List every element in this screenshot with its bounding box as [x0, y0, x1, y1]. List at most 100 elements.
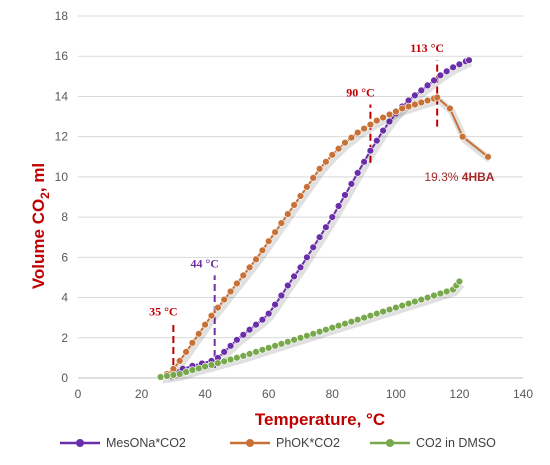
- point-dmso: [328, 324, 336, 332]
- point-dmso: [156, 373, 165, 381]
- point-mesona: [423, 81, 432, 90]
- x-tick-label: 140: [513, 387, 533, 401]
- point-dmso: [239, 352, 248, 360]
- annotation-label-a113: 113 °C: [410, 41, 444, 55]
- point-dmso: [169, 371, 178, 379]
- point-phok: [265, 237, 273, 245]
- point-dmso: [252, 348, 260, 356]
- point-dmso: [398, 301, 406, 310]
- point-dmso: [392, 303, 400, 312]
- x-axis-label: Temperature, °C: [255, 410, 385, 429]
- point-mesona: [252, 321, 260, 329]
- point-phok: [334, 145, 343, 153]
- point-mesona: [436, 71, 445, 80]
- point-phok: [303, 183, 311, 191]
- point-phok: [423, 96, 432, 105]
- point-phok: [385, 110, 394, 119]
- annotation-label-a35: 35 °C: [149, 305, 177, 319]
- point-dmso: [366, 312, 375, 320]
- y-tick-label: 16: [55, 49, 69, 63]
- point-dmso: [277, 340, 286, 348]
- legend-item-phok[interactable]: PhOK*CO2: [230, 436, 340, 450]
- point-phok: [220, 295, 228, 304]
- point-phok: [201, 321, 209, 329]
- point-mesona: [430, 76, 438, 85]
- point-phok: [239, 271, 248, 280]
- point-dmso: [271, 342, 279, 350]
- point-mesona: [360, 158, 368, 166]
- point-mesona: [334, 202, 343, 210]
- point-dmso: [341, 320, 349, 328]
- point-phok: [347, 134, 356, 142]
- point-dmso: [258, 346, 267, 354]
- point-phok: [195, 330, 203, 338]
- point-dmso: [226, 355, 235, 364]
- point-phok: [322, 158, 330, 166]
- y-tick-labels: 0 2 4 6 8 10 12 14 16 18: [55, 9, 69, 385]
- y-tick-label: 12: [55, 130, 69, 144]
- y-tick-label: 18: [55, 9, 69, 23]
- y-tick-label: 2: [61, 331, 68, 345]
- point-dmso: [245, 350, 254, 358]
- point-mesona: [443, 67, 451, 76]
- point-mesona: [341, 191, 349, 199]
- point-phok: [341, 139, 349, 147]
- point-phok: [417, 98, 425, 107]
- point-phok: [233, 279, 241, 288]
- point-dmso: [443, 287, 451, 296]
- legend-item-mesona[interactable]: MesONa*CO2: [60, 436, 186, 450]
- point-dmso: [354, 316, 362, 324]
- point-mesona: [366, 147, 375, 155]
- point-dmso: [176, 370, 184, 378]
- point-phok: [169, 365, 178, 373]
- point-phok: [354, 128, 362, 137]
- legend-label-phok: PhOK*CO2: [276, 436, 340, 450]
- point-dmso: [296, 334, 305, 342]
- legend-label-dmso: CO2 in DMSO: [416, 436, 496, 450]
- point-phok: [214, 303, 222, 312]
- point-dmso: [315, 328, 324, 336]
- point-phok: [207, 312, 216, 320]
- point-phok: [398, 104, 406, 113]
- point-phok: [284, 210, 292, 218]
- x-tick-label: 0: [75, 387, 82, 401]
- point-phok: [245, 263, 254, 272]
- point-phok: [277, 219, 286, 227]
- point-phok: [182, 348, 190, 356]
- point-phok: [404, 102, 413, 111]
- point-dmso: [322, 326, 330, 334]
- x-tick-label: 40: [198, 387, 212, 401]
- legend-marker-phok: [246, 439, 254, 447]
- point-phok: [328, 151, 336, 159]
- annotation-label-a44: 44 °C: [190, 256, 218, 270]
- point-dmso: [303, 332, 311, 340]
- point-mesona: [296, 263, 305, 272]
- point-dmso: [220, 357, 228, 365]
- point-dmso: [430, 291, 438, 300]
- annotation-label-a90: 90 °C: [346, 85, 374, 99]
- point-dmso: [385, 305, 394, 314]
- point-mesona: [354, 169, 362, 177]
- legend-item-dmso[interactable]: CO2 in DMSO: [370, 436, 496, 450]
- point-mesona: [271, 300, 279, 309]
- x-tick-label: 120: [449, 387, 469, 401]
- legend[interactable]: MesONa*CO2 PhOK*CO2 CO2 in DMSO: [60, 436, 496, 450]
- point-mesona: [277, 291, 286, 300]
- point-phok: [271, 228, 279, 236]
- point-mesona: [455, 60, 464, 69]
- point-dmso: [201, 362, 209, 371]
- y-axis-label: Volume CO2, ml: [29, 163, 52, 289]
- y-tick-label: 6: [61, 250, 68, 264]
- point-dmso: [163, 372, 171, 380]
- point-mesona: [284, 281, 292, 290]
- point-phok: [366, 120, 375, 129]
- temperature-annotations: 35 °C 44 °C 90 °C 113 °C: [149, 41, 444, 376]
- point-dmso: [360, 314, 368, 322]
- hba-annotation: 19.3% 4HBA: [424, 170, 494, 184]
- y-tick-label: 0: [61, 371, 68, 385]
- point-dmso: [373, 309, 381, 318]
- point-phok: [226, 287, 235, 296]
- point-phok: [252, 255, 260, 263]
